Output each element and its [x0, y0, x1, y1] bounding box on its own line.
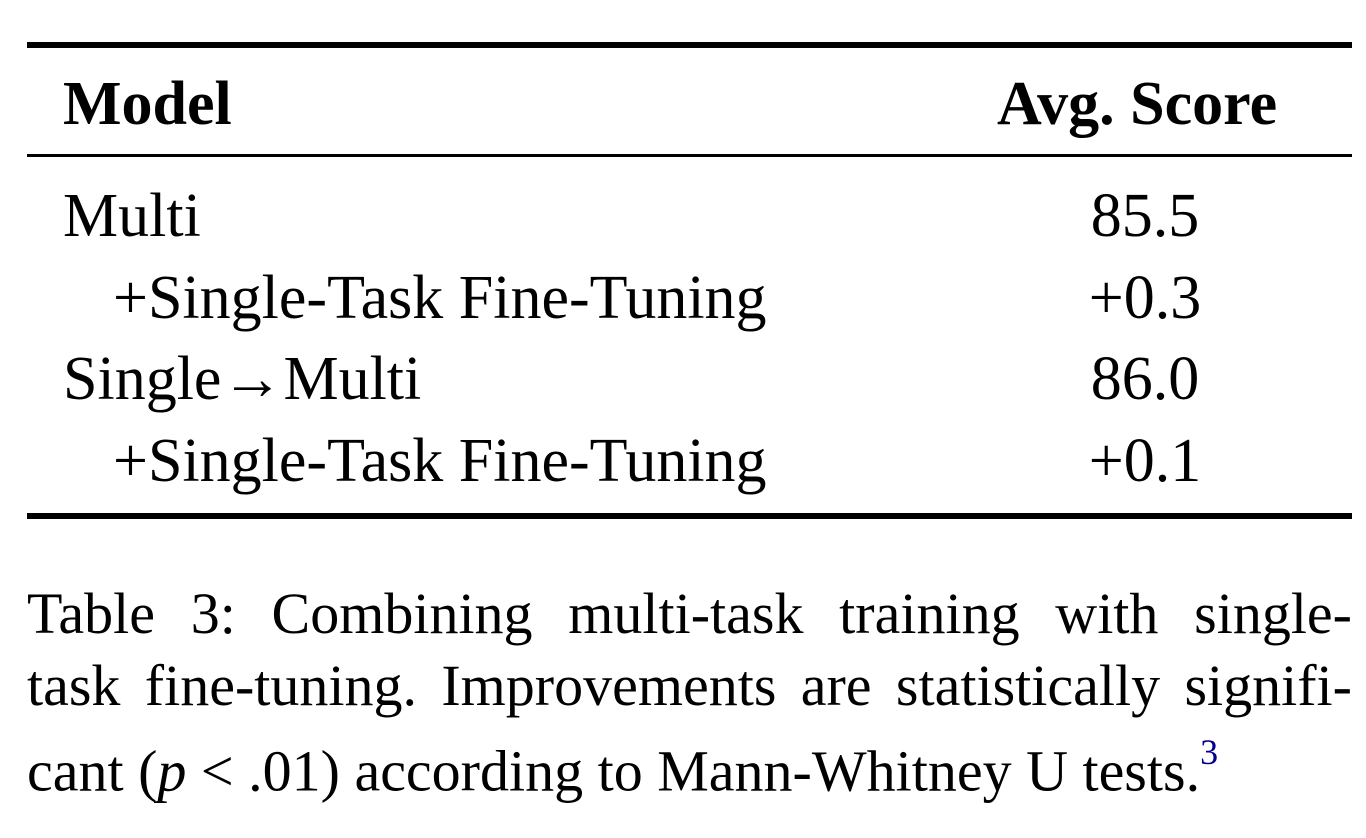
caption-line-2: task fine-tuning. Improvements are stati…	[27, 653, 1352, 718]
row-model-single-multi: Single→Multi	[63, 345, 422, 413]
caption-p-variable: p	[157, 738, 187, 804]
caption-line-3-end: < .01) according to Mann-Whitney U tests…	[186, 738, 1201, 804]
table-header-rule	[27, 154, 1352, 157]
row-model-multi: Multi	[63, 182, 201, 250]
header-model: Model	[63, 70, 232, 138]
row-score-single-multi: 86.0	[1090, 345, 1200, 413]
table-top-rule	[27, 42, 1352, 48]
table-bottom-rule	[27, 513, 1352, 519]
caption-line-1: Table 3: Combining multi-task training w…	[27, 581, 1352, 646]
row-score-single-multi-finetune: +0.1	[1088, 427, 1202, 495]
footnote-marker-link[interactable]: 3	[1200, 732, 1219, 772]
row-score-multi-finetune: +0.3	[1088, 264, 1202, 332]
row-score-multi: 85.5	[1090, 182, 1200, 250]
row-model-multi-finetune: +Single-Task Fine-Tuning	[113, 264, 767, 332]
table-caption: Table 3: Combining multi-task training w…	[27, 578, 1352, 803]
caption-line-3: cant (p < .01) according to Mann-Whitney…	[27, 722, 1352, 803]
header-avg-score: Avg. Score	[997, 70, 1278, 138]
caption-line-3-start: cant (	[27, 738, 158, 804]
row-model-single-multi-finetune: +Single-Task Fine-Tuning	[113, 427, 767, 495]
